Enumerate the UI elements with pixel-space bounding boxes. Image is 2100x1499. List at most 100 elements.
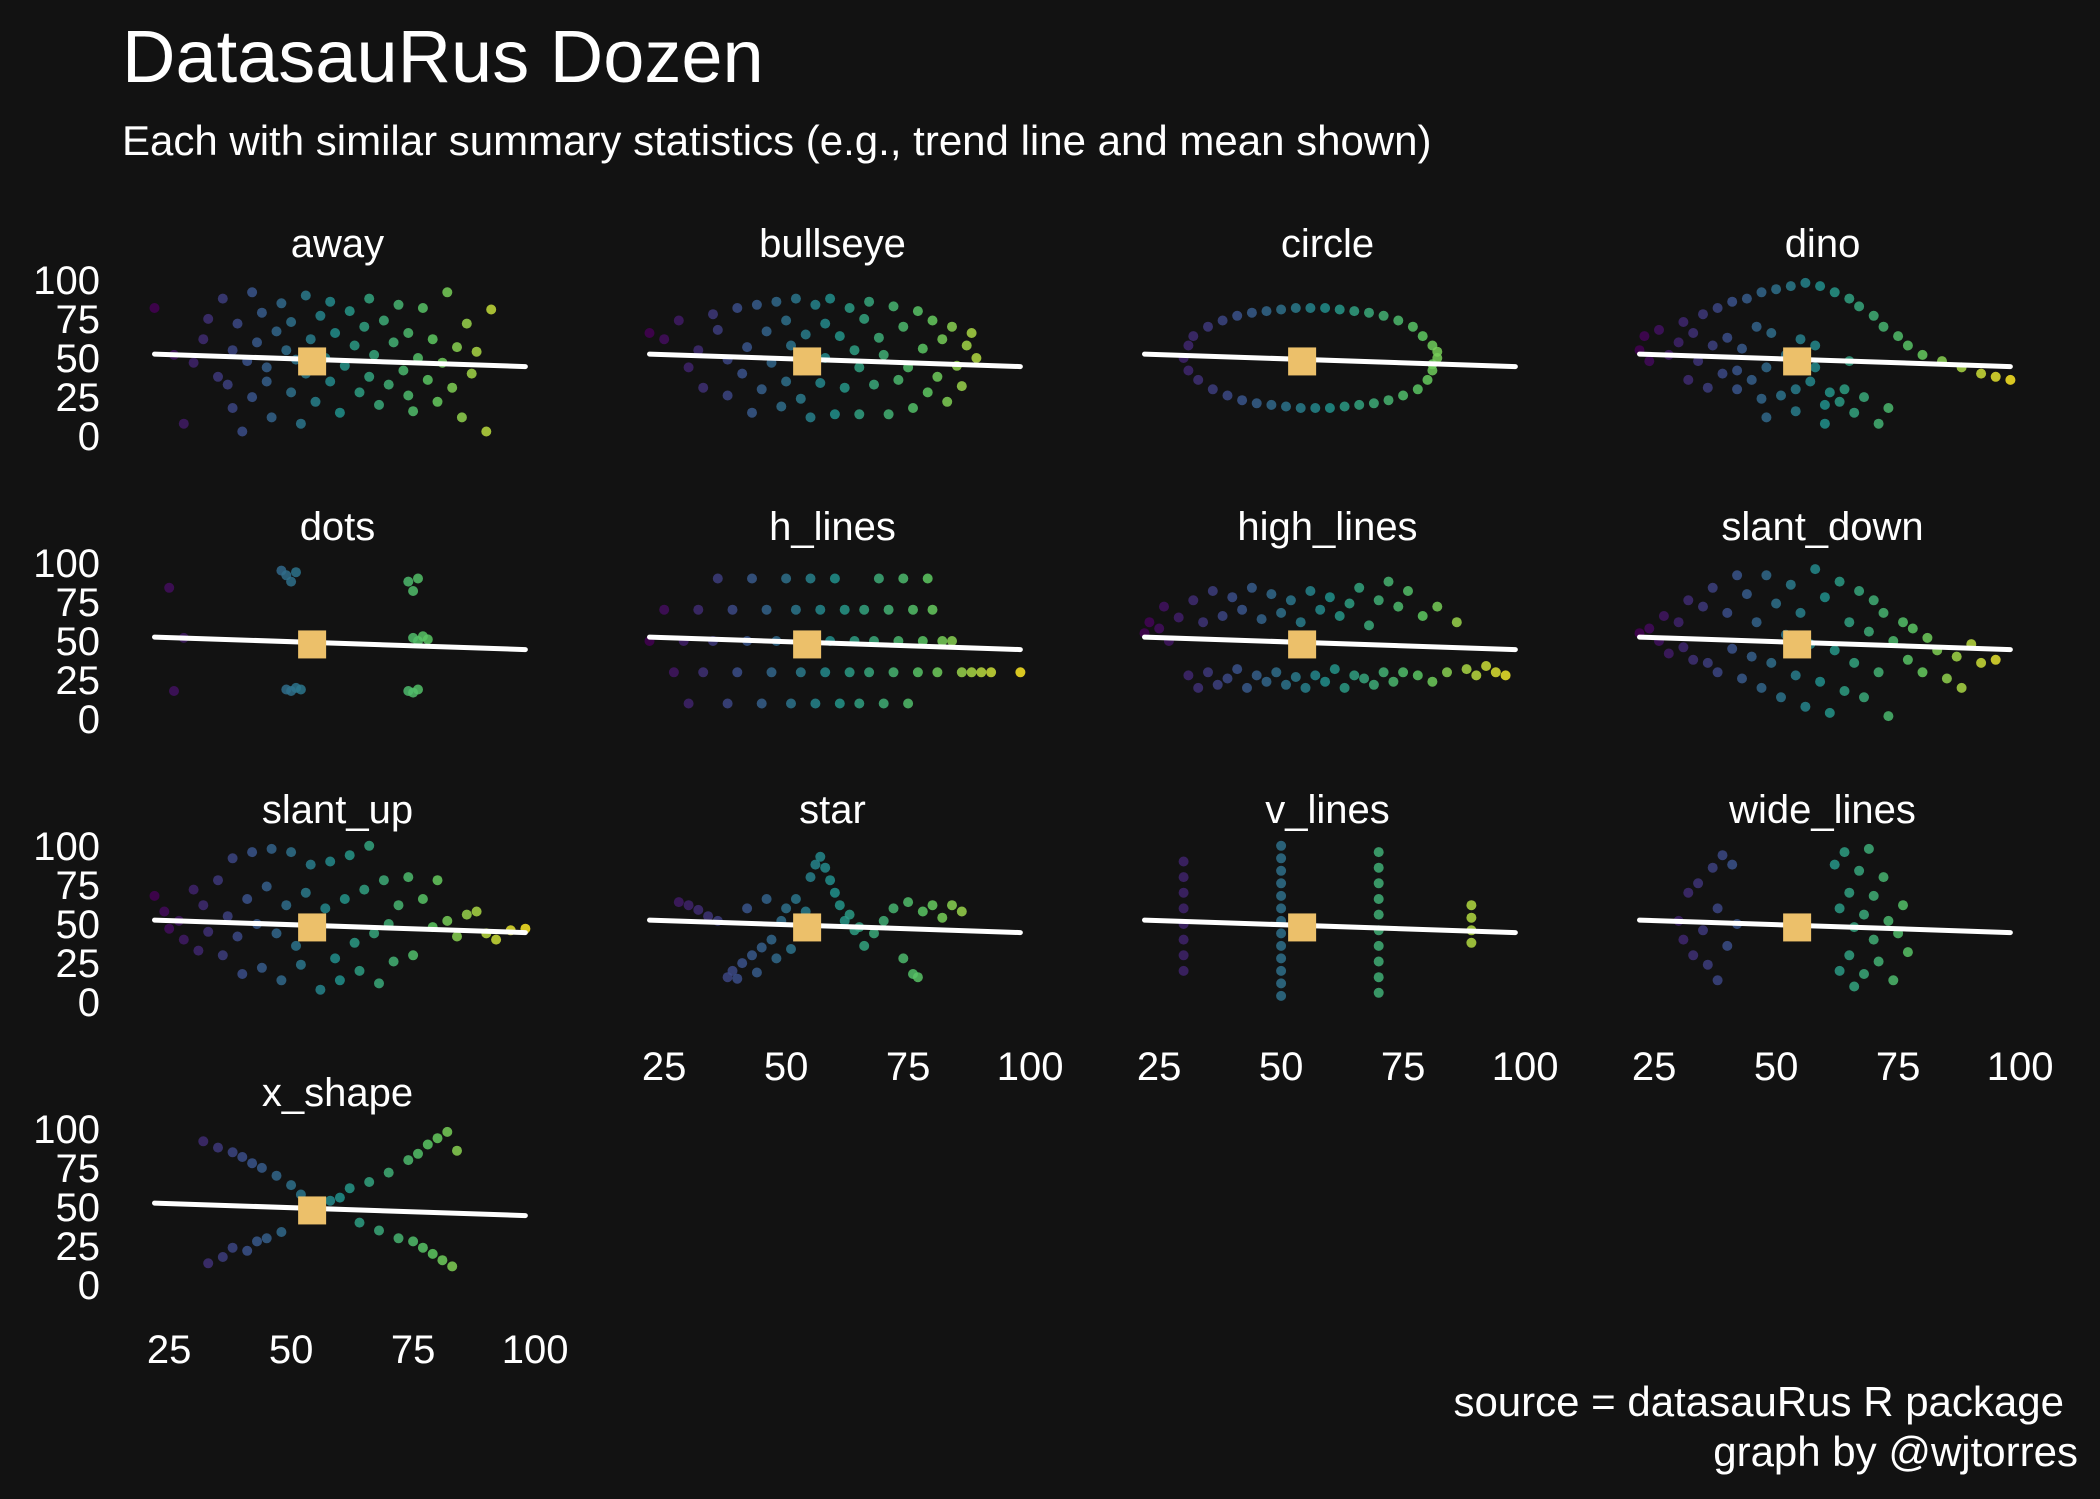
data-point	[1868, 595, 1879, 606]
data-point	[956, 381, 967, 392]
data-point	[378, 875, 389, 886]
data-point	[761, 604, 772, 615]
x-tick-label: 25	[147, 1328, 192, 1372]
data-point	[1466, 912, 1477, 923]
data-point	[912, 972, 923, 983]
data-point	[1688, 654, 1699, 665]
data-point	[1276, 304, 1287, 315]
data-point	[491, 934, 502, 945]
data-point	[1193, 682, 1204, 693]
data-point	[1364, 620, 1374, 631]
data-point	[1863, 626, 1874, 637]
data-point	[1678, 317, 1689, 327]
data-point	[1898, 617, 1908, 628]
data-point	[820, 318, 831, 329]
data-point	[286, 387, 297, 398]
y-tick-label: 25	[56, 659, 101, 703]
data-point	[932, 667, 943, 678]
data-point	[413, 684, 423, 695]
trend-line	[152, 634, 528, 653]
data-point	[732, 667, 743, 678]
data-point	[820, 862, 831, 873]
data-point	[456, 412, 467, 423]
data-point	[1015, 667, 1026, 678]
data-point	[1407, 321, 1418, 332]
data-point	[1290, 672, 1301, 682]
data-point	[961, 340, 972, 351]
data-point	[1722, 607, 1733, 618]
data-point	[413, 573, 423, 584]
data-point	[873, 573, 884, 584]
data-point	[334, 407, 345, 418]
data-point	[722, 390, 733, 401]
data-point	[859, 604, 870, 615]
data-point	[1658, 611, 1669, 621]
data-point	[1422, 374, 1433, 385]
data-point	[878, 915, 889, 926]
y-tick-label: 100	[33, 542, 100, 586]
data-point	[1339, 401, 1350, 412]
data-point	[1178, 872, 1189, 883]
y-tick-label: 100	[33, 259, 100, 303]
data-point	[1207, 586, 1218, 596]
chart-subtitle: Each with similar summary statistics (e.…	[122, 117, 1432, 164]
data-point	[976, 667, 987, 678]
data-point	[1800, 701, 1811, 712]
data-point	[1383, 576, 1394, 587]
data-point	[1334, 304, 1345, 315]
data-point	[1746, 374, 1757, 385]
data-point	[917, 343, 928, 354]
data-point	[1403, 586, 1413, 596]
data-point	[1398, 390, 1409, 401]
data-point	[374, 978, 384, 989]
data-point	[242, 894, 253, 904]
data-point	[1490, 667, 1501, 678]
data-point	[1878, 872, 1889, 883]
data-point	[354, 387, 365, 398]
trend-line	[1142, 351, 1518, 370]
data-point	[869, 379, 879, 390]
data-point	[276, 975, 287, 986]
x-tick-label: 75	[886, 1045, 931, 1089]
data-point	[422, 374, 433, 385]
data-point	[266, 843, 277, 854]
data-point	[1217, 611, 1228, 621]
data-point	[908, 403, 918, 413]
data-point	[188, 357, 199, 368]
trend-line	[1637, 634, 2013, 653]
data-point	[164, 582, 175, 593]
data-point	[447, 382, 458, 393]
data-point	[927, 604, 938, 615]
data-point	[1795, 607, 1806, 618]
data-point	[1785, 579, 1796, 590]
data-point	[1373, 595, 1384, 606]
data-point	[237, 1152, 248, 1162]
data-point	[1373, 862, 1384, 873]
mean-marker	[1288, 630, 1317, 659]
data-point	[1863, 843, 1874, 854]
data-point	[1883, 403, 1894, 413]
data-point	[1727, 859, 1738, 870]
data-point	[829, 573, 840, 584]
data-point	[859, 313, 870, 324]
data-point	[295, 418, 306, 429]
data-point	[408, 406, 419, 417]
data-point	[854, 698, 865, 709]
data-point	[1917, 667, 1928, 678]
data-point	[276, 298, 287, 309]
data-point	[1173, 612, 1184, 623]
data-point	[829, 887, 840, 898]
y-tick-label: 75	[56, 581, 101, 625]
data-point	[1178, 887, 1189, 898]
data-point	[1183, 365, 1194, 376]
data-point	[747, 950, 757, 961]
data-point	[1673, 617, 1684, 628]
data-point	[1956, 682, 1967, 693]
data-point	[898, 953, 909, 964]
x-tick-label: 50	[269, 1328, 314, 1372]
data-point	[751, 299, 762, 310]
data-point	[1902, 947, 1913, 958]
data-point	[1737, 673, 1747, 684]
y-tick-label: 25	[56, 376, 101, 420]
data-point	[325, 296, 336, 307]
